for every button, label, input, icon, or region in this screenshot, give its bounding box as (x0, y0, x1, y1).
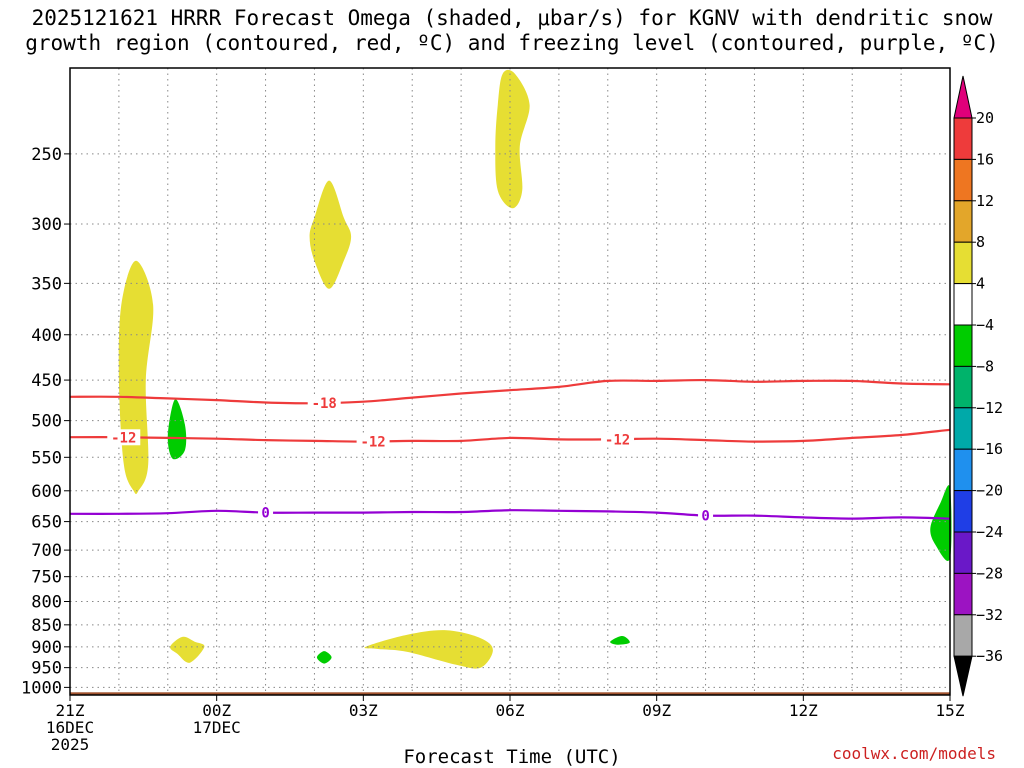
x-tick-label: 2025 (51, 735, 90, 754)
colorbar-swatch (953, 614, 973, 657)
x-tick-label: 16DEC (46, 718, 94, 737)
colorbar-label: −4 (976, 316, 994, 334)
omega-region-3 (495, 69, 530, 209)
contour-label: -12 (605, 432, 630, 448)
colorbar-label: −36 (976, 647, 1003, 665)
colorbar-top-arrow (953, 75, 973, 119)
colorbar-swatch (953, 241, 973, 285)
colorbar-label: −8 (976, 357, 994, 375)
contour-label-bg (107, 429, 141, 446)
colorbar-label: 8 (976, 233, 985, 251)
contour-line--12 (69, 428, 951, 443)
omega-region-4 (170, 636, 205, 663)
y-tick-label: 300 (31, 215, 62, 235)
y-axis-ticks: 2503003504004505005506006507007508008509… (21, 145, 70, 698)
y-tick-label: 1000 (21, 678, 62, 698)
x-tick-label: 03Z (349, 701, 378, 720)
colorbar-swatch (953, 283, 973, 326)
contour-label-bg (307, 394, 341, 411)
y-tick-label: 500 (31, 412, 62, 432)
omega-region-2 (309, 180, 352, 289)
omega-region-5 (364, 630, 493, 669)
colorbar-swatch (953, 365, 973, 409)
omega-region-1 (118, 260, 154, 495)
y-tick-label: 800 (31, 593, 62, 613)
y-tick-label: 600 (31, 482, 62, 502)
y-tick-label: 900 (31, 638, 62, 658)
colorbar-label: −24 (976, 523, 1003, 541)
colorbar-label: 20 (976, 109, 994, 127)
contour-line-0 (69, 509, 951, 520)
colorbar-label: 4 (976, 275, 985, 293)
colorbar-swatch (953, 407, 973, 450)
chart-title-line-1: 2025121621 HRRR Forecast Omega (shaded, … (31, 6, 993, 30)
y-tick-label: 550 (31, 448, 62, 468)
colorbar-swatch (953, 572, 973, 616)
colorbar-label: 12 (976, 192, 994, 210)
y-tick-label: 450 (31, 371, 62, 391)
contour-label-bg (698, 507, 714, 524)
colorbar-swatch (953, 200, 973, 243)
omega-shaded-regions (118, 69, 952, 669)
colorbar-label: −16 (976, 440, 1003, 458)
x-tick-label: 09Z (642, 701, 671, 720)
site-credit[interactable]: coolwx.com/models (832, 744, 996, 763)
y-tick-label: 700 (31, 541, 62, 561)
chart-title-line-2: growth region (contoured, red, ºC) and f… (25, 31, 999, 55)
omega-region-6 (167, 399, 187, 460)
omega-region-8 (610, 635, 630, 645)
colorbar-label: −12 (976, 399, 1003, 417)
x-tick-label: 12Z (789, 701, 818, 720)
colorbar-swatch (953, 448, 973, 492)
y-tick-label: 950 (31, 659, 62, 679)
colorbar-bottom-arrow (953, 655, 973, 697)
colorbar-label: −28 (976, 564, 1003, 582)
colorbar-swatch (953, 117, 973, 160)
x-tick-label: 00Z (202, 701, 231, 720)
x-tick-label: 15Z (936, 701, 965, 720)
x-axis-label: Forecast Time (UTC) (403, 746, 621, 768)
omega-region-9 (930, 485, 952, 562)
colorbar-swatch (953, 158, 973, 202)
colorbar-swatch (953, 490, 973, 533)
contour-line--18 (69, 378, 951, 405)
contour-label: 0 (261, 506, 269, 522)
x-tick-label: 17DEC (193, 718, 241, 737)
contour-label-bg (601, 431, 635, 448)
colorbar-swatch (953, 324, 973, 367)
colorbar-swatch (953, 531, 973, 574)
y-tick-label: 350 (31, 274, 62, 294)
y-tick-label: 850 (31, 616, 62, 636)
omega-region-7 (316, 651, 332, 664)
x-tick-label: 06Z (496, 701, 525, 720)
x-tick-label: 21Z (56, 701, 85, 720)
y-tick-label: 250 (31, 145, 62, 165)
contour-label: -12 (360, 434, 385, 450)
y-tick-label: 400 (31, 326, 62, 346)
contour-lines: -18 -12 -12 -12 0 0 (69, 378, 951, 525)
y-tick-label: 750 (31, 568, 62, 588)
contour-label: 0 (701, 509, 709, 525)
colorbar-label: −32 (976, 606, 1003, 624)
colorbar-label: 16 (976, 150, 994, 168)
contour-label: -12 (111, 430, 136, 446)
colorbar-label: −20 (976, 482, 1003, 500)
colorbar: 20 16 12 8 4 −4 −8 −12 −16 −20 −24 −28 −32 −36 (953, 75, 1003, 697)
contour-label-bg (356, 433, 390, 450)
contour-label-bg (258, 504, 274, 521)
ground-surface-bar (70, 692, 950, 695)
y-tick-label: 650 (31, 513, 62, 533)
contour-label: -18 (312, 396, 337, 412)
